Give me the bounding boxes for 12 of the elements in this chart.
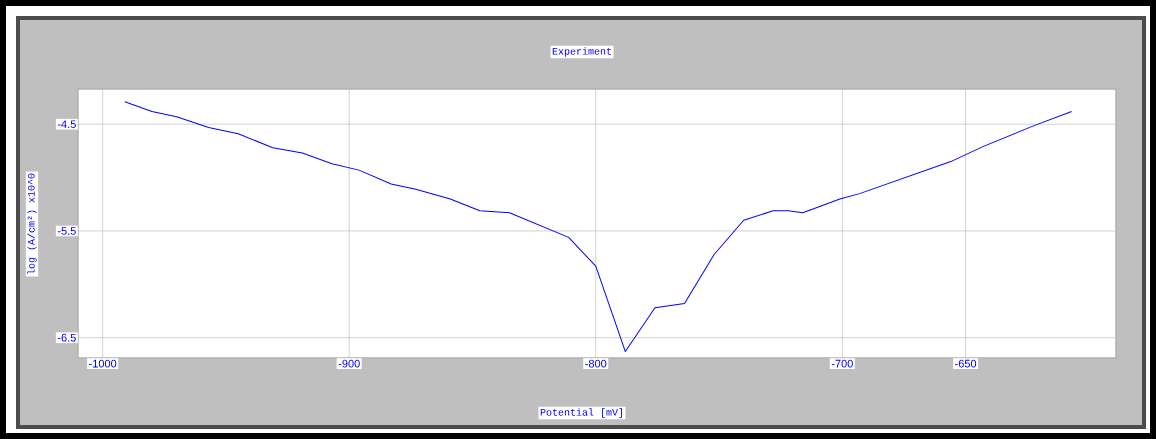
x-tick-label: -700 — [831, 359, 853, 368]
y-tick-label: -5.5 — [57, 227, 76, 235]
chart-title: Experiment — [552, 47, 611, 57]
x-tick-label: -900 — [338, 359, 360, 368]
line-series — [124, 101, 1073, 353]
x-tick-label: -800 — [585, 359, 607, 368]
x-tick-label: -1000 — [89, 359, 117, 368]
y-tick-label: -4.5 — [57, 120, 76, 129]
y-axis-title: log (A/cm²) x10^0 — [27, 173, 37, 274]
y-tick-label: -6.5 — [57, 333, 76, 342]
x-axis-title: Potential [mV] — [540, 408, 622, 418]
x-tick-label: -650 — [955, 359, 977, 368]
